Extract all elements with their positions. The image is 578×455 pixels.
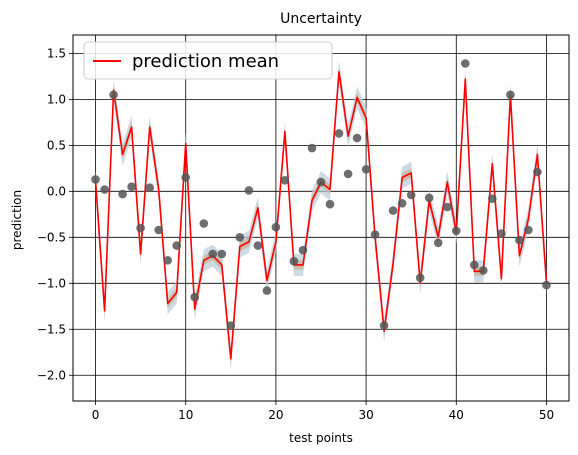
legend-box bbox=[83, 41, 333, 80]
observed-point bbox=[235, 233, 245, 242]
y-tick-label: −1.5 bbox=[37, 322, 66, 336]
observed-point bbox=[280, 176, 290, 185]
observed-point bbox=[181, 173, 190, 182]
observed-point bbox=[352, 133, 362, 143]
observed-point bbox=[118, 189, 127, 199]
y-tick-label: 0.5 bbox=[47, 138, 66, 152]
observed-point bbox=[452, 226, 461, 236]
legend: prediction mean bbox=[83, 41, 333, 80]
observed-point bbox=[154, 225, 163, 235]
observed-point bbox=[127, 182, 136, 191]
x-tick-label: 10 bbox=[178, 408, 193, 422]
observed-point bbox=[397, 199, 407, 208]
observed-point bbox=[145, 183, 154, 192]
observed-point bbox=[325, 199, 335, 209]
observed-point bbox=[461, 59, 470, 68]
plot-area-frame bbox=[72, 34, 570, 402]
observed-point bbox=[334, 129, 344, 138]
observed-point bbox=[271, 222, 281, 232]
observed-point bbox=[433, 238, 443, 248]
observed-point bbox=[208, 249, 218, 259]
y-tick-label: −2.0 bbox=[37, 368, 66, 382]
y-axis-ticks: −2.0 −1.5 −1.0 −0.5 0.0 0.5 1.0 1.5 bbox=[37, 46, 73, 382]
x-tick-label: 0 bbox=[92, 408, 100, 422]
observed-point bbox=[163, 255, 172, 265]
observed-point bbox=[479, 266, 488, 275]
legend-label-prediction-mean: prediction mean bbox=[132, 51, 279, 72]
observed-point bbox=[415, 273, 425, 283]
x-tick-label: 30 bbox=[358, 408, 373, 422]
observed-point bbox=[226, 321, 236, 330]
observed-point bbox=[343, 169, 353, 179]
x-axis-ticks: 0 10 20 30 40 50 bbox=[92, 401, 554, 422]
observed-point bbox=[217, 249, 227, 259]
prediction-mean-line bbox=[94, 71, 548, 360]
uncertainty-band-outer bbox=[95, 60, 547, 370]
x-tick-label: 40 bbox=[449, 408, 464, 422]
observed-point bbox=[91, 175, 100, 184]
observed-point bbox=[307, 143, 317, 153]
observed-point bbox=[370, 230, 380, 239]
observed-point bbox=[244, 186, 254, 195]
y-tick-label: 1.0 bbox=[47, 92, 66, 106]
x-axis-label: test points bbox=[289, 431, 353, 445]
observed-point bbox=[388, 206, 398, 215]
y-tick-label: −0.5 bbox=[37, 230, 66, 244]
x-tick-label: 20 bbox=[268, 408, 283, 422]
observed-point bbox=[109, 90, 118, 100]
chart-title: Uncertainty bbox=[280, 11, 362, 27]
observed-point bbox=[406, 190, 416, 200]
observed-points bbox=[91, 59, 551, 330]
observed-point bbox=[424, 193, 434, 203]
observed-point bbox=[100, 185, 109, 194]
observed-point bbox=[289, 256, 299, 266]
y-axis-label: prediction bbox=[10, 190, 24, 250]
y-tick-label: −1.0 bbox=[37, 276, 66, 290]
observed-point bbox=[443, 202, 452, 212]
x-tick-label: 50 bbox=[539, 408, 554, 422]
grid bbox=[73, 35, 569, 401]
observed-point bbox=[515, 235, 524, 245]
observed-point bbox=[488, 194, 497, 203]
observed-point bbox=[524, 225, 533, 235]
observed-point bbox=[379, 321, 389, 330]
observed-point bbox=[262, 286, 272, 295]
uncertainty-band bbox=[95, 60, 547, 370]
observed-point bbox=[533, 167, 542, 177]
y-tick-label: 1.5 bbox=[47, 46, 66, 60]
observed-point bbox=[172, 241, 181, 250]
observed-point bbox=[316, 177, 326, 187]
y-tick-label: 0.0 bbox=[47, 184, 66, 198]
observed-point bbox=[542, 280, 551, 290]
observed-point bbox=[506, 90, 515, 100]
observed-point bbox=[190, 292, 199, 302]
observed-point bbox=[470, 260, 479, 270]
observed-point bbox=[136, 223, 145, 233]
observed-point bbox=[253, 241, 263, 250]
observed-point bbox=[361, 165, 371, 174]
observed-point bbox=[199, 219, 209, 228]
observed-point bbox=[298, 245, 308, 255]
observed-point bbox=[497, 229, 506, 238]
prediction-mean-series bbox=[94, 71, 548, 360]
uncertainty-band-inner bbox=[95, 67, 547, 364]
